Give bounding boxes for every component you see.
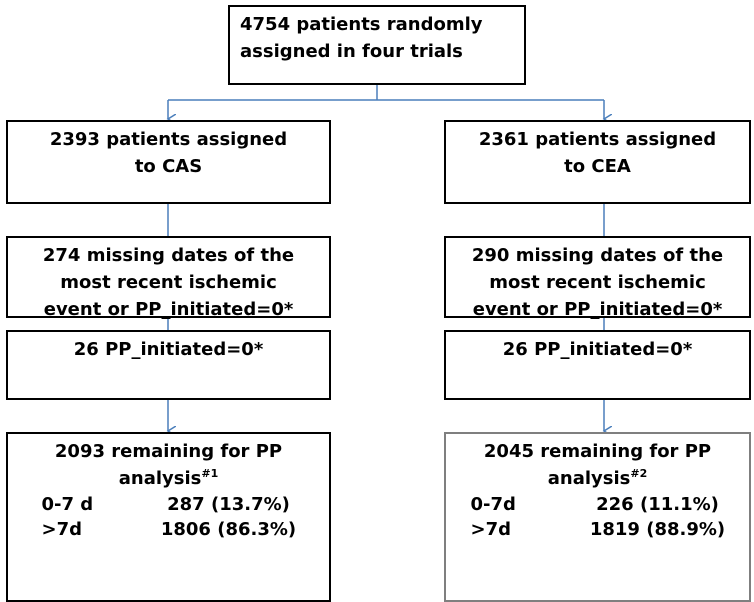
box-text: 2361 patients assigned	[478, 129, 717, 150]
box-text: analysis#2	[547, 467, 648, 489]
box-text: 274 missing dates of the	[42, 245, 295, 266]
assigned-box: 2393 patients assigned to CAS	[6, 120, 331, 204]
box-text: to CEA	[564, 156, 631, 177]
period-count: 226 (11.1%)	[596, 494, 719, 515]
box-text: analysis#1	[118, 467, 219, 489]
remaining-box: 2045 remaining for PP analysis#2 0-7d 226 (…	[444, 432, 751, 602]
box-text: 2393 patients assigned	[49, 129, 288, 150]
period-table: 0-7 d 287 (13.7%) >7d 1806 (86.3%)	[8, 492, 329, 542]
box-text: most recent ischemic	[60, 272, 277, 293]
period-label: 0-7 d	[41, 494, 94, 515]
top-box: 4754 patients randomly assigned in four …	[228, 5, 526, 85]
box-text: event or PP_initiated=0*	[43, 299, 294, 320]
box-text: to CAS	[134, 156, 203, 177]
excluded-box: 26 PP_initiated=0*	[6, 330, 331, 400]
period-count: 1819 (88.9%)	[589, 519, 726, 540]
box-text: 290 missing dates of the	[471, 245, 724, 266]
period-label: >7d	[470, 519, 512, 540]
box-text: 26 PP_initiated=0*	[502, 339, 693, 360]
box-text: most recent ischemic	[489, 272, 706, 293]
period-label: 0-7d	[470, 494, 516, 515]
box-text: 2045 remaining for PP	[483, 441, 712, 462]
excluded-box: 26 PP_initiated=0*	[444, 330, 751, 400]
box-text: 2093 remaining for PP	[54, 441, 283, 462]
footnote-marker: #2	[630, 467, 648, 480]
period-table: 0-7d 226 (11.1%) >7d 1819 (88.9%)	[446, 492, 749, 542]
assigned-box: 2361 patients assigned to CEA	[444, 120, 751, 204]
footnote-marker: #1	[201, 467, 219, 480]
period-count: 1806 (86.3%)	[160, 519, 297, 540]
box-text: assigned in four trials	[240, 41, 463, 62]
missing-box: 274 missing dates of the most recent isch…	[6, 236, 331, 320]
box-text: event or PP_initiated=0*	[472, 299, 723, 320]
period-count: 287 (13.7%)	[167, 494, 290, 515]
remaining-box: 2093 remaining for PP analysis#1 0-7 d 287 …	[6, 432, 331, 602]
period-label: >7d	[41, 519, 83, 540]
missing-box: 290 missing dates of the most recent isch…	[444, 236, 751, 320]
box-text: 26 PP_initiated=0*	[73, 339, 264, 360]
box-text: 4754 patients randomly	[240, 14, 483, 35]
